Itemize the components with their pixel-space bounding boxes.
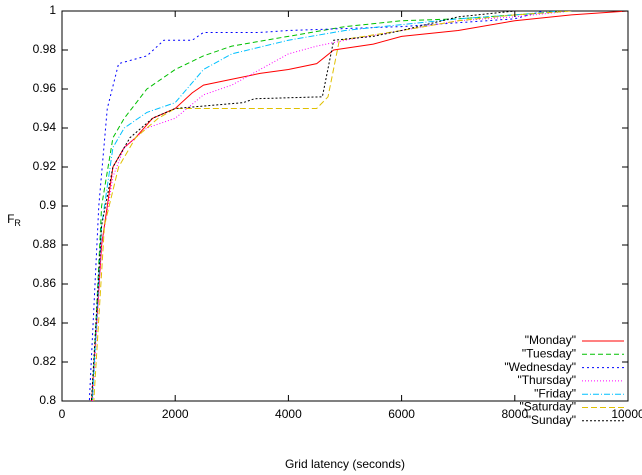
series-line bbox=[93, 11, 572, 401]
legend-label: "Thursday" bbox=[517, 373, 576, 387]
y-tick-label: 0.8 bbox=[39, 393, 56, 407]
x-tick-label: 2000 bbox=[162, 407, 189, 421]
y-axis-label: FR bbox=[7, 212, 21, 228]
x-tick-label: 6000 bbox=[388, 407, 415, 421]
legend-label: "Tuesday" bbox=[522, 346, 576, 360]
x-tick-label: 0 bbox=[59, 407, 66, 421]
y-axis-label-main: F bbox=[7, 212, 14, 226]
series-line bbox=[92, 11, 572, 401]
y-tick-label: 0.9 bbox=[39, 198, 56, 212]
series-line bbox=[91, 11, 561, 401]
y-tick-label: 0.84 bbox=[33, 315, 57, 329]
legend-label: "Sunday" bbox=[527, 413, 576, 427]
y-tick-label: 0.94 bbox=[33, 120, 57, 134]
x-tick-label: 10000 bbox=[611, 407, 642, 421]
legend-label: "Saturday" bbox=[519, 400, 576, 414]
series-line bbox=[91, 11, 628, 401]
y-tick-label: 0.88 bbox=[33, 237, 57, 251]
legend-label: "Friday" bbox=[534, 386, 576, 400]
y-tick-label: 1 bbox=[49, 3, 56, 17]
legend-label: "Monday" bbox=[525, 333, 576, 347]
x-tick-label: 8000 bbox=[501, 407, 528, 421]
legend-label: "Wednesday" bbox=[504, 360, 576, 374]
plot-lines bbox=[88, 11, 628, 401]
series-line bbox=[88, 11, 544, 401]
y-tick-label: 0.98 bbox=[33, 42, 57, 56]
x-axis-label: Grid latency (seconds) bbox=[285, 457, 405, 471]
series-line bbox=[91, 11, 572, 401]
y-tick-label: 0.92 bbox=[33, 159, 57, 173]
y-tick-label: 0.96 bbox=[33, 81, 57, 95]
x-tick-label: 4000 bbox=[275, 407, 302, 421]
y-axis-label-sub: R bbox=[14, 218, 21, 228]
y-tick-label: 0.86 bbox=[33, 276, 57, 290]
series-line bbox=[90, 11, 515, 401]
y-tick-label: 0.82 bbox=[33, 354, 57, 368]
